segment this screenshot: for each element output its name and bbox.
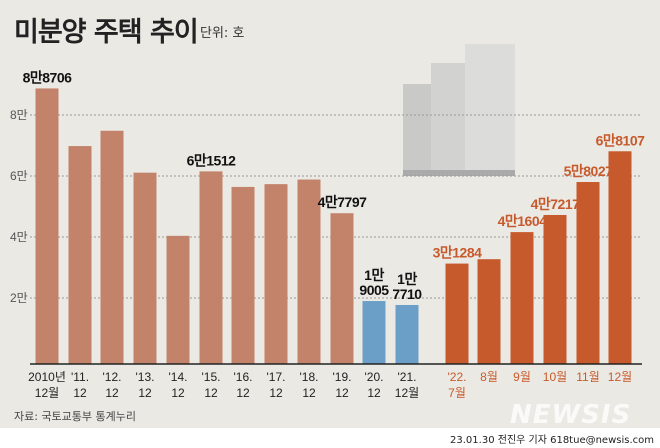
bar	[362, 301, 386, 364]
x-tick-label: 12	[367, 386, 381, 400]
unit-label: 단위: 호	[200, 26, 245, 41]
x-tick-label: '18.	[300, 370, 319, 384]
data-label: 5만8027	[564, 163, 614, 179]
bar	[445, 263, 469, 364]
data-label: 3만1284	[433, 245, 483, 261]
x-tick-label: '11.	[71, 370, 89, 384]
data-label: 4만7797	[318, 194, 368, 210]
bar	[264, 184, 288, 364]
data-label: 1만	[397, 271, 417, 287]
bar	[608, 151, 632, 364]
x-tick-label: 12	[236, 386, 250, 400]
x-tick-label: 12월	[35, 386, 59, 400]
x-tick-label: '21.	[398, 370, 417, 384]
x-tick-label: '22.	[448, 370, 467, 384]
bar	[35, 88, 59, 364]
data-label: 6만8107	[596, 132, 646, 148]
x-tick-label: 12	[269, 386, 283, 400]
bar	[330, 213, 354, 364]
x-tick-label: '15.	[202, 370, 221, 384]
bar	[199, 171, 223, 364]
x-tick-label: 12	[73, 386, 87, 400]
source-note: 자료: 국토교통부 통계누리	[14, 410, 137, 423]
data-label: 4만1604	[498, 213, 548, 229]
newsis-logo: NEWSIS	[510, 400, 632, 430]
bar	[297, 179, 321, 364]
data-label: 7710	[392, 286, 422, 302]
bar	[543, 214, 567, 364]
bar	[68, 146, 92, 364]
x-tick-label: 12	[171, 386, 185, 400]
x-tick-label: 12월	[395, 386, 419, 400]
x-tick-label: 10월	[543, 370, 567, 384]
x-tick-label: 12	[302, 386, 316, 400]
x-tick-label: 12	[138, 386, 152, 400]
x-tick-label: '17.	[267, 370, 286, 384]
x-tick-label: 7월	[448, 386, 466, 400]
x-tick-label: '14.	[169, 370, 188, 384]
bar	[576, 182, 600, 364]
x-tick-label: 11월	[576, 370, 600, 384]
x-tick-label: 12월	[608, 370, 632, 384]
data-label: 9005	[359, 282, 389, 298]
x-tick-label: 12	[204, 386, 218, 400]
bar	[395, 304, 419, 364]
x-tick-label: 8월	[480, 370, 498, 384]
bar	[100, 130, 124, 364]
apartment-buildings-illustration	[403, 44, 515, 176]
bar	[166, 235, 190, 364]
data-label: 4만7217	[531, 196, 581, 212]
chart-title: 미분양 주택 추이	[14, 17, 199, 48]
data-label: 8만8706	[23, 69, 73, 85]
x-tick-label: '12.	[103, 370, 122, 384]
x-tick-label: 2010년	[28, 370, 66, 384]
bar	[477, 259, 501, 364]
data-label: 1만	[364, 267, 384, 283]
bar	[133, 172, 157, 364]
x-tick-label: 12	[105, 386, 119, 400]
bar	[510, 232, 534, 364]
x-tick-label: 12	[335, 386, 349, 400]
x-tick-label: '20.	[365, 370, 384, 384]
y-tick-label: 4만	[10, 230, 28, 244]
y-tick-label: 6만	[10, 169, 28, 183]
data-label: 6만1512	[187, 152, 237, 168]
x-tick-label: 9월	[513, 370, 531, 384]
x-tick-label: '19.	[333, 370, 352, 384]
bar	[231, 186, 255, 364]
x-tick-label: '16.	[234, 370, 253, 384]
y-tick-label: 8만	[10, 108, 28, 122]
credit-line: 23.01.30 전진우 기자 618tue@newsis.com	[450, 435, 654, 446]
x-tick-label: '13.	[136, 370, 155, 384]
y-tick-label: 2만	[10, 291, 28, 305]
